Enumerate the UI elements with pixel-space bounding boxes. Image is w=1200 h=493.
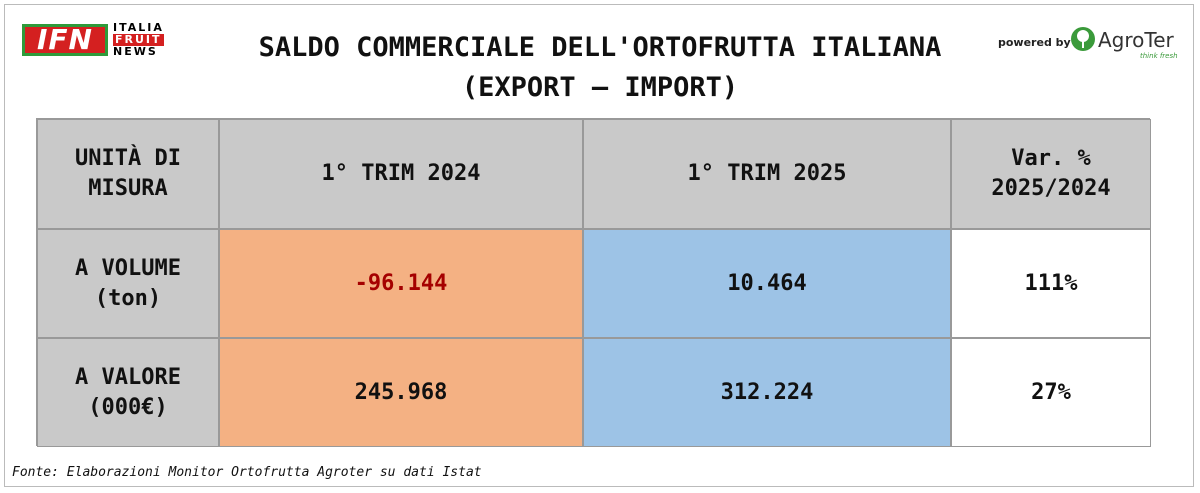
cell-text: 312.224 [720,379,814,405]
sponsor-icon [1071,27,1095,51]
cell-text: -96.144 [354,270,448,296]
data-cell: 312.224 [583,338,951,447]
cell-line: A VALORE [75,364,181,390]
header-cell: 1° TRIM 2024 [219,119,583,229]
sponsor-label: powered by [998,36,1071,49]
cell-line: UNITÀ DI [75,146,181,171]
data-cell: 111% [951,229,1151,338]
row-header: A VALORE (000€) [37,338,219,447]
cell-line: Var. % [1011,146,1091,171]
logo-line: ITALIA [113,21,164,34]
title: SALDO COMMERCIALE DELL'ORTOFRUTTA ITALIA… [200,28,1000,108]
cell-text: 245.968 [354,379,448,405]
data-cell: 245.968 [219,338,583,447]
cell-line: MISURA [88,176,168,201]
header-cell: Var. % 2025/2024 [951,119,1151,229]
cell-line: 2025/2024 [991,176,1111,201]
cell-line: A VOLUME [75,255,181,281]
cell-text: 111% [1024,270,1078,296]
cell-text: 10.464 [727,270,807,296]
cell-line: (ton) [94,285,162,311]
sponsor-tagline: think fresh [1140,52,1178,60]
cell-line: 1° TRIM 2024 [321,161,481,186]
logo-mark: IFN [22,24,108,56]
title-line: SALDO COMMERCIALE DELL'ORTOFRUTTA ITALIA… [258,32,942,63]
sponsor-name: AgroTer [1098,28,1174,52]
logo-text: ITALIA FRUIT NEWS [113,22,164,58]
header-cell: UNITÀ DI MISURA [37,119,219,229]
row-header: A VOLUME (ton) [37,229,219,338]
data-cell: 27% [951,338,1151,447]
cell-line: (000€) [88,394,168,420]
frame [4,4,1194,487]
source-note: Fonte: Elaborazioni Monitor Ortofrutta A… [12,465,482,480]
data-cell: -96.144 [219,229,583,338]
table: UNITÀ DI MISURA 1° TRIM 2024 1° TRIM 2025 Va… [36,118,1151,447]
cell-text: 27% [1031,379,1071,405]
title-line: (EXPORT – IMPORT) [461,72,739,103]
logo-line: NEWS [113,45,158,58]
logo-line: FRUIT [113,34,164,46]
data-cell: 10.464 [583,229,951,338]
cell-line: 1° TRIM 2025 [687,161,847,186]
header-cell: 1° TRIM 2025 [583,119,951,229]
